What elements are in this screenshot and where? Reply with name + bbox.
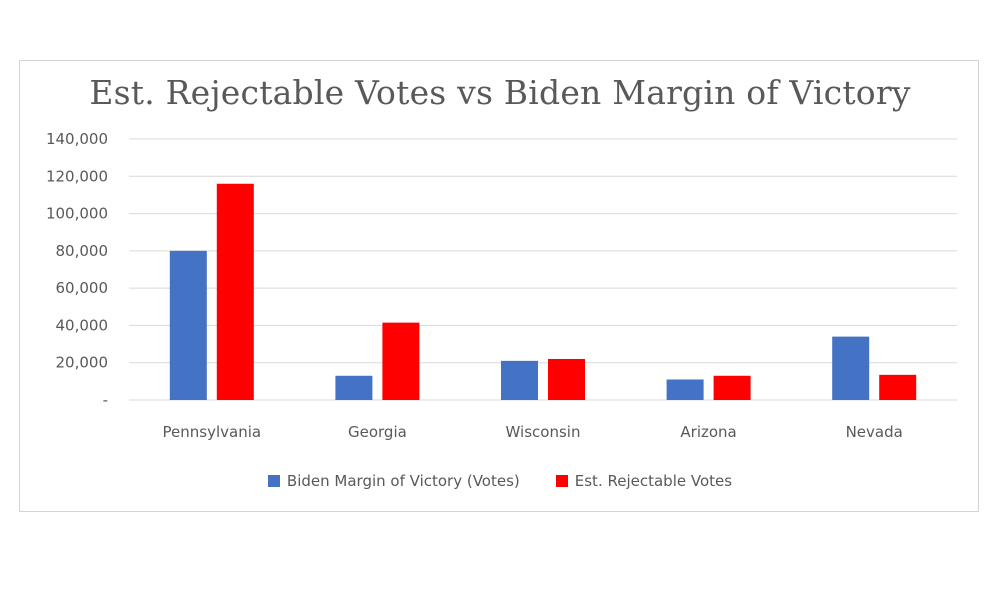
x-category-label: Nevada — [846, 423, 903, 441]
bar-margin-georgia — [335, 375, 373, 400]
y-tick-label: 140,000 — [46, 130, 108, 148]
bar-margin-nevada — [832, 336, 870, 400]
x-axis-categories: Pennsylvania Georgia Wisconsin Arizona Nevad… — [163, 423, 903, 441]
y-tick-label: - — [103, 391, 108, 409]
gridlines — [129, 138, 957, 401]
y-tick-label: 100,000 — [46, 205, 108, 223]
bar-rejectable-nevada — [879, 374, 917, 400]
legend-entry-rejectable: Est. Rejectable Votes — [555, 472, 733, 490]
x-category-label: Wisconsin — [506, 423, 581, 441]
bar-margin-pennsylvania — [169, 250, 207, 400]
bar-rejectable-arizona — [713, 375, 751, 400]
legend: Biden Margin of Victory (Votes) Est. Rej… — [0, 472, 1000, 490]
y-axis-ticks: - 20,000 40,000 60,000 80,000 100,000 120,000 1… — [46, 130, 108, 409]
legend-swatch-rejectable — [555, 475, 568, 487]
bar-rejectable-pennsylvania — [216, 183, 254, 400]
legend-swatch-margin — [267, 475, 280, 487]
legend-label-margin: Biden Margin of Victory (Votes) — [286, 472, 520, 490]
legend-label-rejectable: Est. Rejectable Votes — [574, 472, 733, 490]
y-tick-label: 40,000 — [56, 316, 109, 334]
chart-title: Est. Rejectable Votes vs Biden Margin of… — [89, 73, 911, 112]
bar-rejectable-georgia — [382, 322, 420, 400]
bars — [169, 183, 917, 400]
y-tick-label: 120,000 — [46, 167, 108, 185]
legend-entry-margin: Biden Margin of Victory (Votes) — [267, 472, 520, 490]
bar-rejectable-wisconsin — [548, 358, 585, 400]
y-tick-label: 20,000 — [56, 354, 109, 372]
x-category-label: Georgia — [348, 423, 407, 441]
y-tick-label: 80,000 — [56, 242, 109, 260]
bar-margin-arizona — [666, 379, 704, 400]
y-tick-label: 60,000 — [56, 279, 109, 297]
x-category-label: Pennsylvania — [163, 423, 262, 441]
bar-margin-wisconsin — [501, 360, 538, 400]
x-category-label: Arizona — [680, 423, 736, 441]
